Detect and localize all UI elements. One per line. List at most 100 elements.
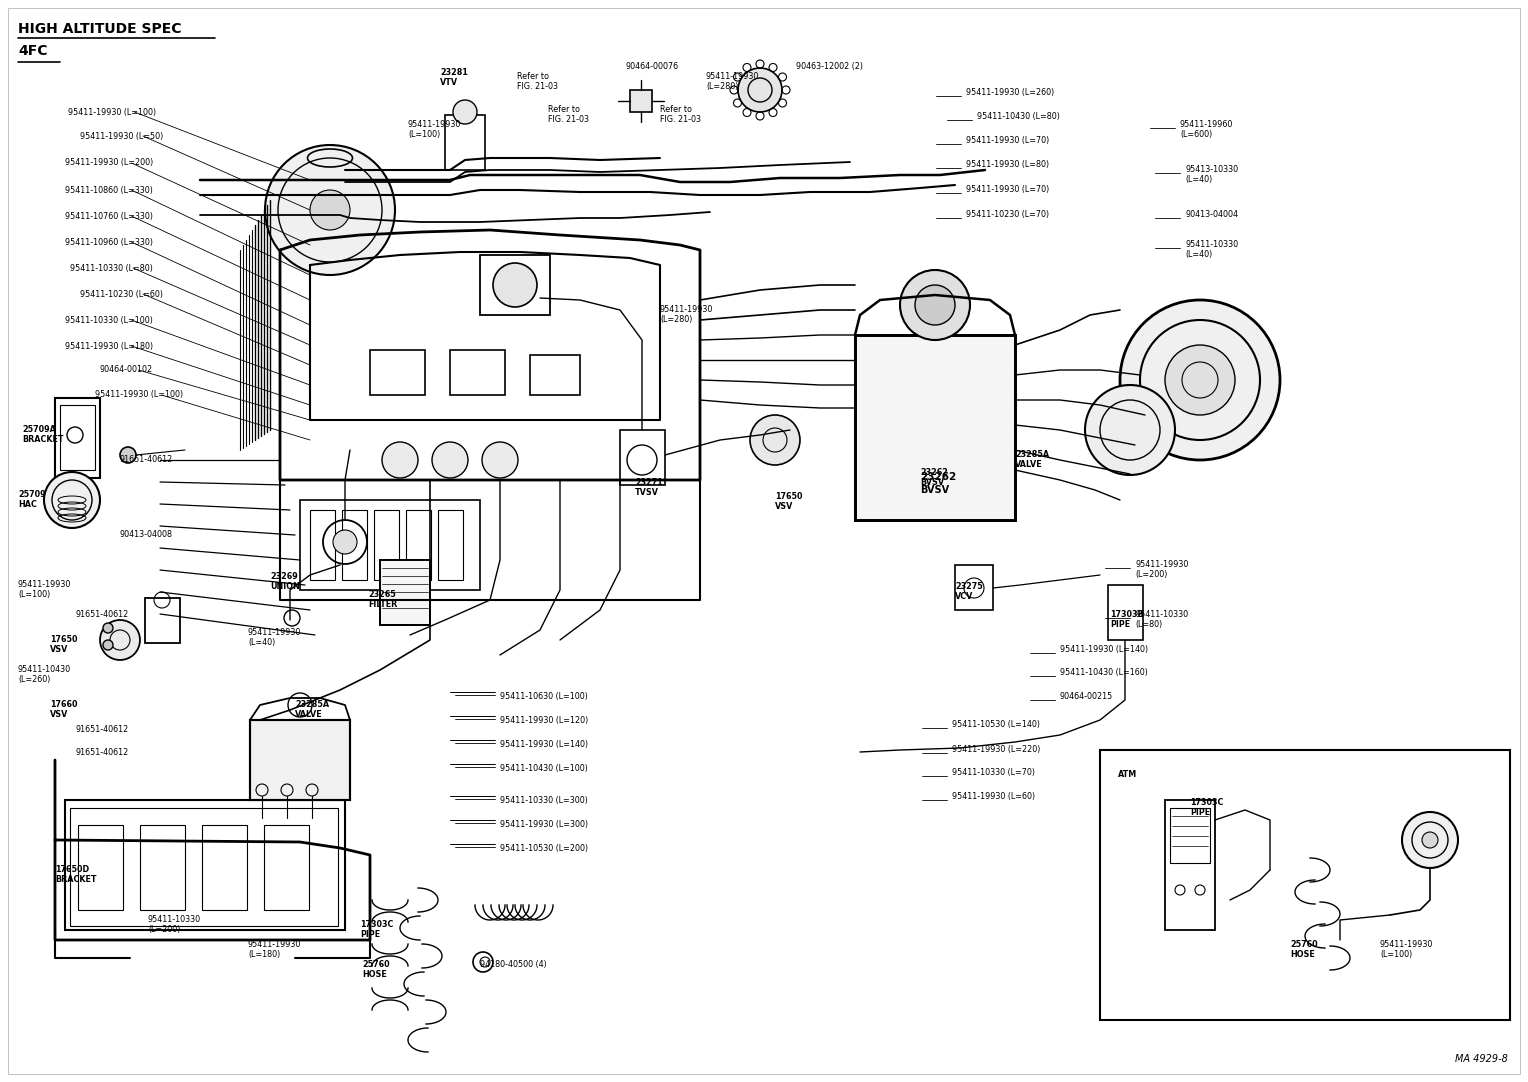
Text: 95411-19930
(L=40): 95411-19930 (L=40) (248, 628, 301, 647)
Text: 95411-19930
(L=100): 95411-19930 (L=100) (408, 120, 461, 140)
Bar (70, 808, 338, 926)
Circle shape (750, 415, 801, 465)
Text: 25709A
BRACKET: 25709A BRACKET (21, 425, 64, 445)
Bar (451, 349, 504, 395)
Circle shape (1164, 345, 1235, 415)
Text: 95411-10230 (L=60): 95411-10230 (L=60) (79, 290, 163, 299)
Text: 23281
VTV: 23281 VTV (440, 68, 468, 88)
Text: 17303C
PIPE: 17303C PIPE (1190, 799, 1224, 817)
Text: 95411-10330
(L=80): 95411-10330 (L=80) (1135, 610, 1189, 630)
Circle shape (915, 285, 955, 325)
Text: 23275
VCV: 23275 VCV (955, 582, 983, 602)
Text: 95411-19930
(L=280): 95411-19930 (L=280) (660, 305, 714, 325)
Bar (342, 510, 367, 580)
Bar (251, 720, 350, 800)
Text: 23285A
VALVE: 23285A VALVE (295, 700, 329, 720)
Text: 95411-10760 (L=330): 95411-10760 (L=330) (66, 211, 153, 221)
Bar (445, 115, 484, 170)
Text: 95411-10430 (L=160): 95411-10430 (L=160) (1060, 668, 1148, 677)
Text: 90464-00102: 90464-00102 (99, 366, 153, 374)
Text: 95411-19930
(L=200): 95411-19930 (L=200) (1135, 560, 1189, 579)
Text: 95411-19930 (L=100): 95411-19930 (L=100) (95, 391, 183, 399)
Text: Refer to
FIG. 21-03: Refer to FIG. 21-03 (516, 72, 558, 91)
Circle shape (99, 620, 141, 660)
Text: 17660
VSV: 17660 VSV (50, 700, 78, 720)
Text: 91651-40612: 91651-40612 (121, 456, 173, 464)
Bar (370, 349, 425, 395)
Text: 95413-10330
(L=40): 95413-10330 (L=40) (1186, 164, 1238, 184)
Text: 95411-10330 (L=80): 95411-10330 (L=80) (70, 264, 153, 273)
Text: 95411-19930 (L=80): 95411-19930 (L=80) (966, 160, 1050, 169)
Bar (60, 405, 95, 470)
Bar (264, 824, 309, 910)
Text: 95411-19930 (L=100): 95411-19930 (L=100) (69, 107, 156, 117)
Circle shape (738, 68, 782, 113)
Text: 90413-04008: 90413-04008 (121, 530, 173, 539)
Text: 95411-19930 (L=70): 95411-19930 (L=70) (966, 136, 1050, 145)
Circle shape (1423, 832, 1438, 848)
Bar (1108, 585, 1143, 639)
Circle shape (432, 443, 468, 478)
Bar (955, 565, 993, 610)
Circle shape (264, 145, 396, 275)
Text: 95411-19930 (L=220): 95411-19930 (L=220) (952, 745, 1041, 754)
Text: 95411-19930 (L=120): 95411-19930 (L=120) (500, 716, 588, 725)
Circle shape (102, 639, 113, 650)
Bar (856, 335, 1015, 520)
Text: 90463-12002 (2): 90463-12002 (2) (796, 62, 863, 71)
Bar (251, 720, 350, 800)
Text: 95411-10430 (L=100): 95411-10430 (L=100) (500, 764, 588, 773)
Bar (530, 355, 581, 395)
Bar (374, 510, 399, 580)
Bar (66, 800, 345, 931)
Bar (145, 598, 180, 643)
Text: 90464-00215: 90464-00215 (1060, 692, 1114, 701)
Circle shape (1085, 385, 1175, 475)
Text: 95411-19930
(L=100): 95411-19930 (L=100) (1380, 940, 1433, 960)
Text: 17303C
PIPE: 17303C PIPE (361, 920, 393, 939)
Text: 95411-10230 (L=70): 95411-10230 (L=70) (966, 210, 1050, 219)
Circle shape (44, 472, 99, 528)
Text: Refer to
FIG. 21-03: Refer to FIG. 21-03 (660, 105, 701, 124)
Text: 95411-19930 (L=260): 95411-19930 (L=260) (966, 88, 1054, 97)
Text: 95411-19930
(L=180): 95411-19930 (L=180) (248, 940, 301, 960)
Circle shape (900, 270, 970, 340)
Text: 95411-10530 (L=200): 95411-10530 (L=200) (500, 844, 588, 853)
Bar (480, 255, 550, 315)
Bar (406, 510, 431, 580)
Circle shape (310, 190, 350, 230)
Text: 23271
TVSV: 23271 TVSV (636, 478, 663, 498)
Bar (380, 560, 429, 625)
Text: 95411-19930 (L=70): 95411-19930 (L=70) (966, 185, 1050, 194)
Bar (620, 430, 665, 485)
Text: 23269
UNION: 23269 UNION (270, 572, 299, 592)
Text: 90464-00076: 90464-00076 (626, 62, 678, 71)
Text: BVSV: BVSV (920, 485, 949, 494)
Text: 23262
BVSV: 23262 BVSV (920, 469, 947, 487)
Text: ATM: ATM (1118, 770, 1137, 779)
Bar (380, 560, 429, 625)
Text: 17303B
PIPE: 17303B PIPE (1109, 610, 1143, 630)
Text: 95411-10860 (L=330): 95411-10860 (L=330) (66, 185, 153, 195)
Bar (856, 335, 1015, 520)
Text: 95411-19930 (L=60): 95411-19930 (L=60) (952, 792, 1034, 801)
Text: 95411-19930
(L=100): 95411-19930 (L=100) (18, 580, 72, 599)
Bar (141, 824, 185, 910)
Text: 17650
VSV: 17650 VSV (50, 635, 78, 655)
Circle shape (102, 623, 113, 633)
Text: 95411-19930 (L=300): 95411-19930 (L=300) (500, 820, 588, 829)
Text: 91651-40612: 91651-40612 (75, 748, 128, 757)
Circle shape (1120, 300, 1280, 460)
Text: 91651-40612: 91651-40612 (75, 610, 128, 619)
Text: 25760
HOSE: 25760 HOSE (362, 960, 390, 979)
Text: 95411-19930 (L=140): 95411-19930 (L=140) (1060, 645, 1148, 654)
Text: MA 4929-8: MA 4929-8 (1455, 1054, 1508, 1064)
Bar (78, 824, 122, 910)
Text: 25760
HOSE: 25760 HOSE (1290, 940, 1317, 960)
Circle shape (333, 530, 358, 554)
Text: 95411-10330 (L=70): 95411-10330 (L=70) (952, 768, 1034, 777)
Text: 95411-10630 (L=100): 95411-10630 (L=100) (500, 692, 588, 701)
Text: 95411-19930 (L=200): 95411-19930 (L=200) (66, 158, 153, 168)
Text: Refer to
FIG. 21-03: Refer to FIG. 21-03 (549, 105, 588, 124)
Text: 25709
HAC: 25709 HAC (18, 490, 46, 510)
